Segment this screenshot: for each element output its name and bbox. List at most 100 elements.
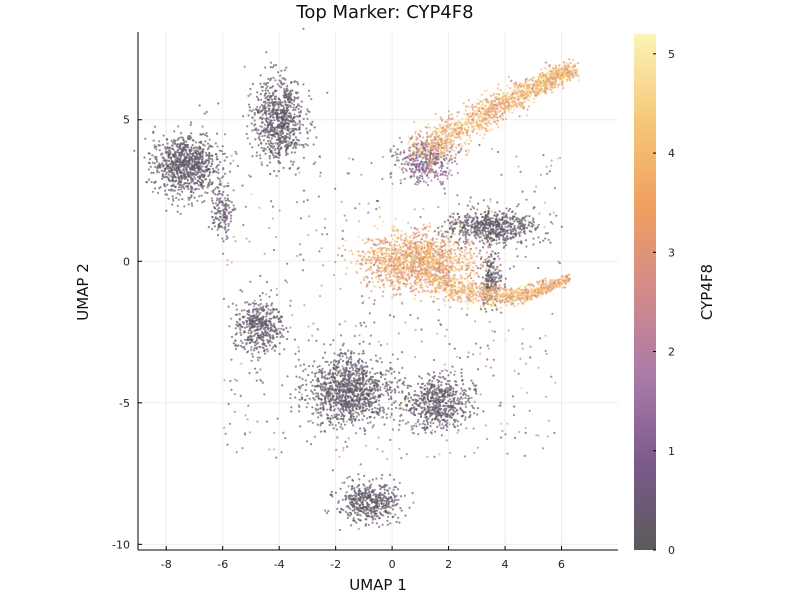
scatter-point xyxy=(265,128,268,131)
scatter-point xyxy=(261,135,264,138)
scatter-point xyxy=(315,385,318,388)
scatter-point xyxy=(327,510,330,513)
scatter-point xyxy=(255,347,258,350)
scatter-point xyxy=(445,428,448,432)
scatter-point xyxy=(198,104,201,107)
scatter-point xyxy=(158,149,161,152)
scatter-point xyxy=(343,396,346,399)
scatter-point xyxy=(246,125,249,128)
scatter-point xyxy=(292,138,295,141)
scatter-point xyxy=(345,491,348,494)
scatter-point xyxy=(288,112,292,115)
scatter-point xyxy=(257,304,260,307)
scatter-point xyxy=(371,396,374,400)
scatter-point xyxy=(342,389,345,392)
scatter-point xyxy=(519,170,522,173)
scatter-point xyxy=(450,400,454,403)
scatter-point xyxy=(420,328,423,331)
scatter-point xyxy=(373,385,376,388)
scatter-point xyxy=(386,523,389,526)
scatter-point xyxy=(265,304,268,308)
scatter-point xyxy=(288,137,291,140)
scatter-point xyxy=(412,432,415,435)
scatter-point xyxy=(165,209,168,212)
scatter-point xyxy=(211,167,215,170)
scatter-point xyxy=(207,154,210,157)
scatter-point xyxy=(200,133,203,136)
scatter-point xyxy=(444,335,447,338)
scatter-point xyxy=(544,349,547,353)
scatter-point xyxy=(275,329,278,332)
scatter-point xyxy=(365,444,368,447)
scatter-point xyxy=(441,369,444,373)
scatter-point xyxy=(368,388,371,391)
scatter-point xyxy=(224,432,227,435)
scatter-point xyxy=(363,509,366,512)
scatter-point xyxy=(181,198,184,201)
scatter-point xyxy=(222,252,225,255)
scatter-point xyxy=(390,372,393,375)
scatter-point xyxy=(425,418,428,421)
scatter-point xyxy=(181,190,184,193)
scatter-point xyxy=(266,125,269,128)
scatter-point xyxy=(162,134,165,137)
scatter-point xyxy=(450,413,453,416)
scatter-point xyxy=(321,233,324,236)
scatter-point xyxy=(264,117,267,120)
scatter-point xyxy=(545,172,549,175)
scatter-point xyxy=(517,372,520,375)
scatter-point xyxy=(306,117,309,120)
scatter-point xyxy=(263,252,266,255)
scatter-point xyxy=(218,201,221,204)
scatter-point xyxy=(369,506,372,509)
scatter-point xyxy=(416,420,420,423)
scatter-point xyxy=(304,368,307,371)
scatter-point xyxy=(493,330,496,333)
scatter-point xyxy=(465,427,468,430)
scatter-point xyxy=(236,325,239,328)
scatter-point xyxy=(282,104,285,107)
scatter-point xyxy=(269,61,273,64)
scatter-point xyxy=(419,386,422,389)
scatter-point xyxy=(399,401,402,405)
scatter-point xyxy=(407,392,410,395)
scatter-point xyxy=(233,393,236,396)
scatter-point xyxy=(379,344,383,347)
scatter-point xyxy=(426,426,429,429)
scatter-point xyxy=(252,311,255,314)
scatter-point xyxy=(277,97,280,100)
scatter-point xyxy=(197,162,200,165)
scatter-point xyxy=(199,141,202,144)
scatter-point xyxy=(288,104,291,107)
scatter-point xyxy=(434,399,437,402)
scatter-point xyxy=(285,106,288,109)
scatter-point xyxy=(203,112,206,115)
scatter-point xyxy=(188,182,191,185)
scatter-point xyxy=(365,375,368,378)
scatter-point xyxy=(420,413,423,416)
scatter-point xyxy=(287,140,290,143)
scatter-point xyxy=(337,501,340,504)
scatter-point xyxy=(269,340,272,343)
scatter-point xyxy=(475,392,478,395)
scatter-point xyxy=(181,164,184,167)
scatter-point xyxy=(230,201,233,204)
scatter-point xyxy=(247,329,251,332)
scatter-point xyxy=(285,153,288,157)
scatter-point xyxy=(394,513,397,516)
scatter-point xyxy=(539,173,543,176)
scatter-point xyxy=(296,81,299,84)
scatter-point xyxy=(329,405,332,408)
scatter-point xyxy=(341,254,344,257)
scatter-point xyxy=(220,226,223,229)
scatter-point xyxy=(280,129,283,132)
scatter-point xyxy=(388,487,391,490)
scatter-point xyxy=(438,400,441,403)
scatter-point xyxy=(313,388,316,391)
scatter-point xyxy=(271,91,275,94)
scatter-point xyxy=(204,178,208,181)
scatter-point xyxy=(373,299,376,302)
scatter-point xyxy=(473,400,476,403)
scatter-point xyxy=(288,142,291,145)
scatter-point xyxy=(362,349,365,353)
